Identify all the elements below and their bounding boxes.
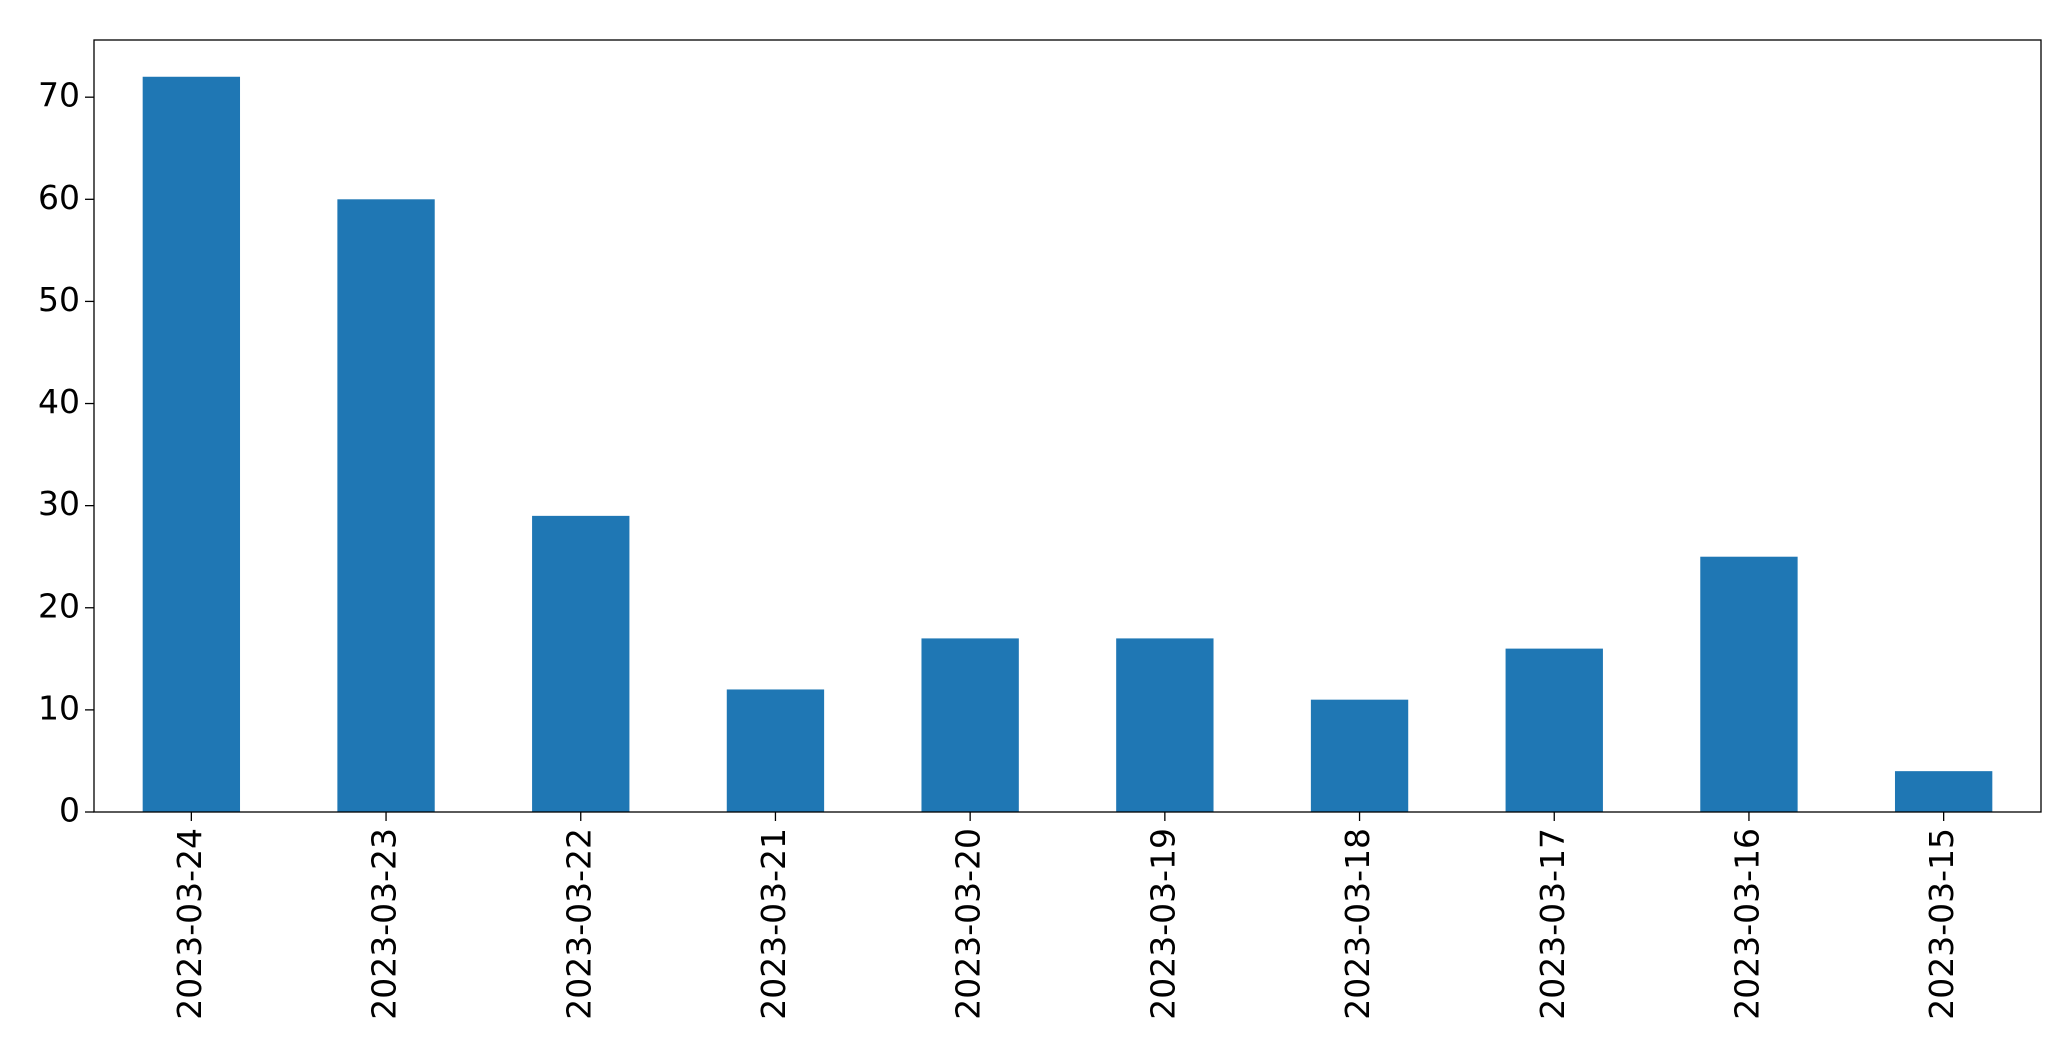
y-tick-label: 0 (59, 791, 80, 830)
x-tick-label: 2023-03-20 (949, 828, 988, 1020)
y-tick-label: 60 (38, 178, 80, 217)
plot-frame (93, 39, 2042, 813)
x-tick-label: 2023-03-22 (559, 828, 598, 1020)
x-tick-label: 2023-03-17 (1533, 828, 1572, 1020)
bar (1310, 699, 1409, 812)
y-tick-label: 50 (38, 280, 80, 319)
bar (1894, 771, 1993, 812)
bar (921, 638, 1019, 812)
y-tick-label: 20 (38, 586, 80, 625)
x-tick-label: 2023-03-24 (170, 828, 209, 1020)
bar (1116, 638, 1214, 812)
bar (532, 515, 630, 812)
y-tick-label: 70 (38, 76, 80, 115)
bar (142, 76, 241, 812)
bar (1505, 648, 1603, 812)
x-tick-label: 2023-03-18 (1338, 828, 1377, 1020)
x-tick-label: 2023-03-16 (1727, 828, 1766, 1020)
x-tick-label: 2023-03-19 (1143, 828, 1182, 1020)
bar (726, 689, 825, 812)
y-tick-label: 10 (38, 688, 80, 727)
bar (337, 199, 435, 813)
x-tick-label: 2023-03-23 (365, 828, 404, 1020)
x-tick-label: 2023-03-15 (1922, 828, 1961, 1020)
x-tick-label: 2023-03-21 (754, 828, 793, 1020)
y-tick-label: 40 (38, 382, 80, 421)
y-tick-label: 30 (38, 484, 80, 523)
bar (1700, 556, 1798, 812)
